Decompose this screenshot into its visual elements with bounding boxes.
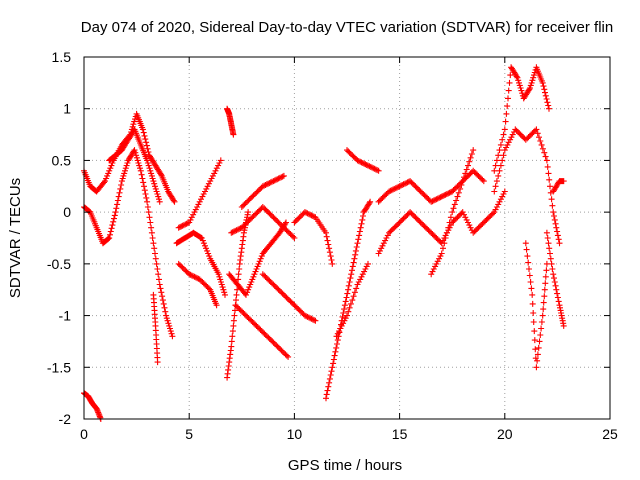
y-tick-label: 0.5	[52, 152, 72, 168]
series-trace-27	[550, 178, 567, 195]
x-tick-label: 25	[602, 426, 618, 442]
plus-markers	[150, 291, 161, 366]
plus-markers	[224, 105, 237, 138]
series-trace-5	[150, 291, 161, 366]
plus-markers	[522, 240, 550, 371]
y-axis-label: SDTVAR / TECUs	[7, 178, 24, 298]
series-trace-22	[428, 147, 477, 278]
y-tick-label: 1	[63, 101, 71, 117]
series-trace-9	[224, 105, 237, 138]
y-tick-label: -2	[59, 411, 72, 427]
y-tick-label: 0	[63, 204, 71, 220]
plus-markers	[228, 204, 298, 241]
axis-ticks	[83, 56, 611, 420]
chart-title: Day 074 of 2020, Sidereal Day-to-day VTE…	[81, 19, 613, 36]
x-tick-label: 0	[80, 426, 88, 442]
series-trace-13	[238, 172, 287, 210]
plus-markers	[491, 126, 563, 247]
series-trace-3	[106, 126, 163, 205]
plus-markers	[344, 147, 382, 174]
y-tick-label: 1.5	[52, 49, 72, 65]
series-trace-16	[291, 209, 336, 267]
plus-markers	[491, 64, 552, 174]
x-axis-label: GPS time / hours	[288, 457, 402, 474]
plus-markers	[543, 229, 567, 329]
plus-markers	[173, 229, 228, 298]
data-points	[81, 64, 567, 422]
series-trace-11	[226, 219, 289, 298]
plus-markers	[259, 271, 319, 324]
plus-markers	[106, 126, 163, 205]
x-tick-label: 10	[287, 426, 303, 442]
series-trace-24	[491, 126, 563, 247]
series-trace-25	[522, 240, 550, 371]
series-trace-23	[491, 64, 552, 174]
series-trace-7	[175, 260, 220, 309]
plus-markers	[291, 209, 336, 267]
series-trace-18	[333, 260, 371, 340]
series-trace-17	[323, 198, 374, 402]
plus-markers	[428, 147, 477, 278]
series-trace-12	[228, 204, 298, 241]
plus-markers	[175, 260, 220, 309]
plus-markers	[226, 219, 289, 298]
x-tick-label: 5	[185, 426, 193, 442]
x-tick-label: 20	[497, 426, 513, 442]
tick-labels: 0 5 10 15 20 25 -2 -1.5 -1 -0.5 0 0.5 1 1.5	[47, 49, 618, 442]
grid-lines	[84, 57, 610, 419]
series-trace-8	[175, 157, 224, 231]
plus-markers	[238, 172, 287, 210]
series-trace-20	[375, 167, 487, 205]
series-trace-19	[344, 147, 382, 174]
series-trace-14	[232, 302, 292, 360]
plus-markers	[333, 260, 371, 340]
y-tick-label: -0.5	[47, 256, 71, 272]
plot-frame	[83, 56, 611, 420]
plus-markers	[175, 157, 224, 231]
plus-markers	[550, 178, 567, 195]
series-trace-6	[173, 229, 228, 298]
y-tick-label: -1	[59, 308, 72, 324]
y-tick-label: -1.5	[47, 359, 71, 375]
series-trace-15	[259, 271, 319, 324]
series-trace-26	[543, 229, 567, 329]
plus-markers	[232, 302, 292, 360]
plus-markers	[375, 167, 487, 205]
x-tick-label: 15	[392, 426, 408, 442]
plus-markers	[323, 198, 374, 402]
